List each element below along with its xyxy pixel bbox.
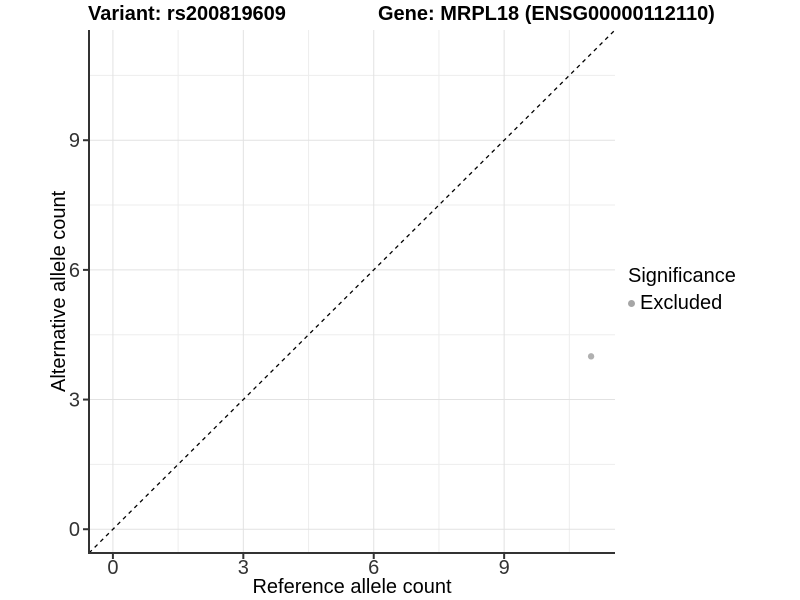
x-axis-title: Reference allele count (252, 576, 452, 598)
x-tick-label: 6 (368, 557, 379, 579)
y-tick-label: 3 (69, 390, 80, 412)
y-tick-label: 0 (69, 519, 80, 541)
plot-title-gene: Gene: MRPL18 (ENSG00000112110) (378, 3, 715, 25)
y-axis-title: Alternative allele count (48, 190, 70, 393)
y-tick-label: 9 (69, 130, 80, 152)
excluded-point-icon (628, 300, 635, 307)
legend-item-excluded: Excluded (628, 290, 736, 317)
data-point (587, 353, 595, 360)
x-tick-label: 9 (499, 557, 510, 579)
identity-line (88, 29, 616, 554)
y-tick-label: 6 (69, 260, 80, 282)
legend: Significance Excluded (628, 263, 736, 317)
x-tick-label: 3 (238, 557, 249, 579)
plot-title-variant: Variant: rs200819609 (88, 3, 286, 25)
x-tick-label: 0 (107, 557, 118, 579)
legend-item-label: Excluded (640, 292, 723, 314)
legend-title: Significance (628, 265, 736, 287)
